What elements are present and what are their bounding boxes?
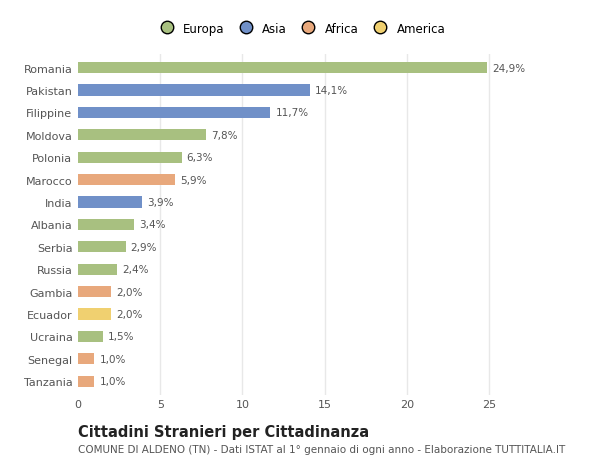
Bar — [78, 242, 125, 253]
Text: COMUNE DI ALDENO (TN) - Dati ISTAT al 1° gennaio di ogni anno - Elaborazione TUT: COMUNE DI ALDENO (TN) - Dati ISTAT al 1°… — [78, 444, 565, 454]
Text: 6,3%: 6,3% — [187, 153, 213, 163]
Bar — [78, 309, 111, 320]
Bar — [78, 130, 206, 141]
Text: 1,0%: 1,0% — [100, 376, 126, 386]
Text: 2,9%: 2,9% — [131, 242, 157, 252]
Text: 14,1%: 14,1% — [315, 86, 348, 96]
Bar — [78, 376, 94, 387]
Bar — [78, 197, 142, 208]
Bar — [78, 219, 134, 230]
Legend: Europa, Asia, Africa, America: Europa, Asia, Africa, America — [152, 20, 448, 38]
Text: 5,9%: 5,9% — [180, 175, 206, 185]
Bar — [78, 107, 271, 119]
Text: 2,0%: 2,0% — [116, 287, 142, 297]
Bar — [78, 353, 94, 364]
Bar — [78, 286, 111, 297]
Text: 2,0%: 2,0% — [116, 309, 142, 319]
Bar — [78, 63, 487, 74]
Text: 3,9%: 3,9% — [147, 197, 173, 207]
Text: 7,8%: 7,8% — [211, 130, 238, 140]
Text: Cittadini Stranieri per Cittadinanza: Cittadini Stranieri per Cittadinanza — [78, 425, 369, 440]
Text: 1,0%: 1,0% — [100, 354, 126, 364]
Bar — [78, 174, 175, 186]
Bar — [78, 85, 310, 96]
Text: 1,5%: 1,5% — [107, 332, 134, 341]
Bar — [78, 331, 103, 342]
Bar — [78, 152, 182, 163]
Bar — [78, 264, 118, 275]
Text: 2,4%: 2,4% — [122, 264, 149, 274]
Text: 11,7%: 11,7% — [275, 108, 308, 118]
Text: 3,4%: 3,4% — [139, 220, 166, 230]
Text: 24,9%: 24,9% — [493, 63, 526, 73]
